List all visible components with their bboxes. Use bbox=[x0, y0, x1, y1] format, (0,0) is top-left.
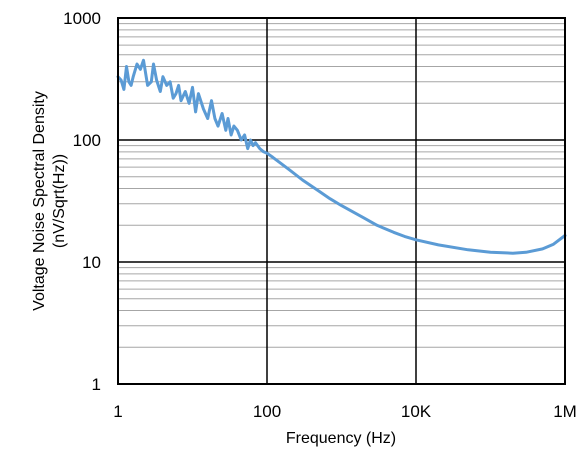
y-tick-label: 1 bbox=[92, 375, 101, 394]
x-tick-label: 1 bbox=[113, 402, 122, 421]
y-tick-labels: 1 10 100 1000 bbox=[63, 9, 101, 394]
x-tick-label: 1M bbox=[553, 402, 577, 421]
x-tick-label: 10K bbox=[401, 402, 432, 421]
minor-gridlines bbox=[118, 23, 565, 348]
y-axis-title-line-2: (nV/Sqrt(Hz)) bbox=[51, 154, 68, 248]
plot-border bbox=[117, 17, 566, 385]
y-axis-title-line-1: Voltage Noise Spectral Density bbox=[31, 91, 48, 311]
x-tick-label: 100 bbox=[253, 402, 281, 421]
y-tick-label: 100 bbox=[73, 131, 101, 150]
y-tick-label: 1000 bbox=[63, 9, 101, 28]
x-axis-title: Frequency (Hz) bbox=[286, 430, 396, 447]
series-line bbox=[116, 58, 567, 255]
plot-background bbox=[118, 18, 565, 384]
y-tick-label: 10 bbox=[82, 253, 101, 272]
x-tick-labels: 1 100 10K 1M bbox=[113, 402, 577, 421]
